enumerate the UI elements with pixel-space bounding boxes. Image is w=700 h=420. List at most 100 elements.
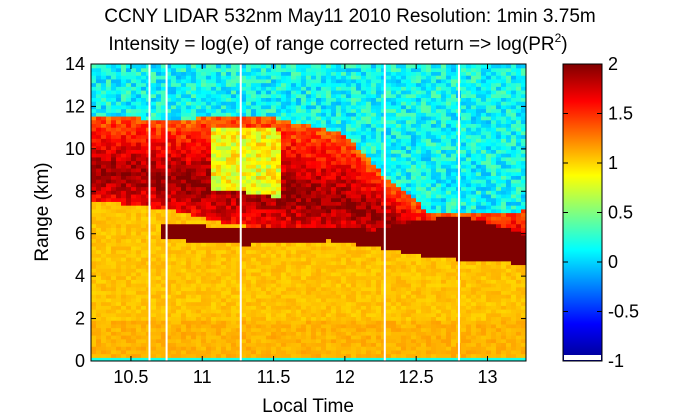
heatmap-cell <box>346 349 352 355</box>
heatmap-cell <box>136 320 142 325</box>
heatmap-cell <box>366 127 372 132</box>
heatmap-cell <box>336 205 342 210</box>
heatmap-cell <box>206 309 212 314</box>
heatmap-cell <box>141 253 147 258</box>
heatmap-cell <box>176 171 182 176</box>
heatmap-cell <box>341 108 347 113</box>
heatmap-cell <box>211 275 217 280</box>
heatmap-cell <box>236 242 242 247</box>
heatmap-cell <box>231 89 237 95</box>
heatmap-cell <box>151 208 157 214</box>
heatmap-cell <box>201 208 207 214</box>
heatmap-cell <box>376 268 382 273</box>
heatmap-cell <box>281 86 287 91</box>
heatmap-cell <box>201 342 207 347</box>
heatmap-cell <box>156 208 162 214</box>
heatmap-cell <box>91 201 97 206</box>
heatmap-cell <box>256 283 262 288</box>
heatmap-cell <box>131 305 137 310</box>
heatmap-cell <box>326 216 332 221</box>
heatmap-cell <box>286 201 292 206</box>
heatmap-cell <box>106 182 112 188</box>
heatmap-cell <box>156 97 162 102</box>
heatmap-cell <box>156 182 162 188</box>
heatmap-cell <box>266 141 272 147</box>
heatmap-cell <box>386 108 392 113</box>
heatmap-cell <box>201 97 207 102</box>
heatmap-cell <box>326 286 332 292</box>
heatmap-cell <box>261 260 267 266</box>
heatmap-cell <box>136 242 142 247</box>
heatmap-cell <box>201 164 207 169</box>
heatmap-cell <box>341 260 347 266</box>
heatmap-cell <box>191 86 197 91</box>
heatmap-cell <box>291 97 297 102</box>
heatmap-cell <box>346 320 352 325</box>
heatmap-cell <box>91 342 97 347</box>
heatmap-cell <box>351 245 357 251</box>
heatmap-cell <box>231 160 237 165</box>
heatmap-cell <box>106 357 112 361</box>
heatmap-cell <box>391 238 397 243</box>
heatmap-cell <box>181 227 187 232</box>
heatmap-cell <box>366 338 372 344</box>
heatmap-cell <box>116 268 122 273</box>
heatmap-cell <box>126 216 132 221</box>
heatmap-cell <box>166 245 172 251</box>
heatmap-cell <box>206 138 212 143</box>
heatmap-cell <box>156 268 162 273</box>
heatmap-cell <box>376 283 382 288</box>
heatmap-cell <box>246 86 252 91</box>
heatmap-cell <box>211 101 217 106</box>
heatmap-cell <box>121 160 127 165</box>
heatmap-cell <box>131 279 137 284</box>
heatmap-cell <box>306 223 312 228</box>
heatmap-cell <box>126 297 132 303</box>
heatmap-cell <box>291 301 297 306</box>
heatmap-cell <box>276 271 282 277</box>
heatmap-cell <box>126 327 132 332</box>
heatmap-cell <box>181 219 187 225</box>
heatmap-cell <box>396 294 402 299</box>
heatmap-cell <box>246 338 252 344</box>
heatmap-cell <box>116 349 122 355</box>
heatmap-cell <box>321 190 327 195</box>
heatmap-cell <box>196 190 202 195</box>
heatmap-cell <box>331 320 337 325</box>
heatmap-cell <box>276 119 282 124</box>
heatmap-cell <box>246 323 252 329</box>
heatmap-cell <box>151 71 157 76</box>
heatmap-cell <box>331 227 337 232</box>
heatmap-cell <box>361 320 367 325</box>
heatmap-cell <box>261 316 267 321</box>
heatmap-cell <box>141 297 147 303</box>
heatmap-cell <box>106 145 112 150</box>
heatmap-cell <box>246 78 252 84</box>
heatmap-cell <box>306 212 312 217</box>
heatmap-cell <box>311 179 317 184</box>
heatmap-cell <box>281 346 287 351</box>
heatmap-cell <box>356 297 362 303</box>
heatmap-cell <box>281 160 287 165</box>
heatmap-cell <box>241 297 247 303</box>
heatmap-cell <box>106 264 112 269</box>
heatmap-cell <box>266 208 272 214</box>
heatmap-cell <box>151 323 157 329</box>
heatmap-cell <box>321 231 327 236</box>
heatmap-cell <box>341 160 347 165</box>
heatmap-cell <box>396 275 402 280</box>
heatmap-cell <box>211 286 217 292</box>
heatmap-cell <box>361 134 367 139</box>
heatmap-cell <box>226 138 232 143</box>
heatmap-cell <box>291 234 297 240</box>
heatmap-cell <box>396 78 402 84</box>
heatmap-cell <box>131 64 137 69</box>
heatmap-cell <box>396 208 402 214</box>
heatmap-cell <box>171 78 177 84</box>
heatmap-cell <box>186 101 192 106</box>
heatmap-cell <box>361 275 367 280</box>
heatmap-cell <box>271 167 277 173</box>
heatmap-cell <box>271 182 277 188</box>
heatmap-cell <box>401 260 407 266</box>
heatmap-cell <box>286 89 292 95</box>
